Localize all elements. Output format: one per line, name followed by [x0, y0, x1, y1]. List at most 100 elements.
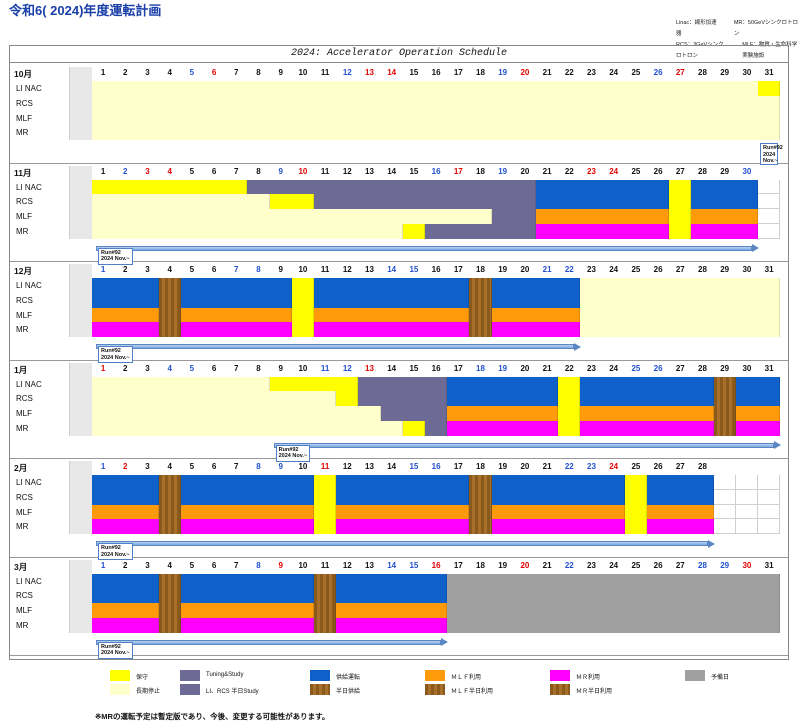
day-number: 26 [653, 166, 663, 176]
schedule-bar-kyoukyu [691, 194, 758, 210]
day-number: 9 [278, 68, 283, 77]
day-number: 20 [520, 462, 530, 471]
run-label-date: 2024 Nov.~ [101, 256, 130, 263]
abbrev-linac: Linac：線形加速器 [676, 20, 717, 37]
day-number: 28 [698, 166, 707, 176]
schedule-bar-hiday_kyoukyu [314, 588, 337, 604]
day-number: 12 [342, 68, 352, 77]
schedule-bar-mr [180, 322, 292, 338]
day-number: 11 [320, 68, 330, 77]
month-separator [10, 359, 788, 361]
day-number: 21 [542, 462, 552, 471]
day-number: 7 [234, 68, 239, 77]
schedule-bar-teishi [92, 81, 781, 96]
day-number: 13 [365, 363, 374, 373]
schedule-bar-mlf [536, 209, 670, 224]
legend-label: ＭＲ利用 [576, 675, 601, 681]
month-label: 2月 [14, 463, 28, 473]
month-grey-column [69, 362, 92, 436]
day-number: 12 [342, 166, 352, 176]
day-number: 9 [278, 560, 283, 570]
schedule-bar-teishi [92, 209, 492, 224]
day-number: 10 [298, 166, 308, 176]
day-number: 18 [476, 560, 485, 570]
schedule-bar-hozen [558, 406, 581, 421]
day-number: 25 [631, 265, 641, 274]
schedule-bar-hiday_kyoukyu [713, 406, 736, 421]
legend-label: 長期停止 [136, 689, 161, 695]
day-number: 14 [387, 363, 397, 373]
day-number: 12 [342, 265, 352, 274]
grid-cell [758, 209, 781, 224]
schedule-bar-mr [691, 223, 758, 239]
day-number: 19 [498, 462, 508, 471]
color-legend: 保守 長期停止 Tuning&Study LI、RCS 半日Study 供給運転 半日供給… [110, 670, 800, 704]
schedule-bar-kyoukyu [580, 376, 714, 392]
day-number: 4 [167, 68, 172, 77]
schedule-bar-teishi [92, 406, 381, 421]
day-number: 12 [342, 363, 352, 373]
day-number: 23 [587, 166, 596, 176]
day-number: 20 [520, 166, 530, 176]
day-number: 8 [256, 462, 261, 471]
legend-swatch [110, 670, 130, 681]
legend-label: ＭＲ半日利用 [576, 689, 613, 695]
day-number: 7 [234, 462, 239, 471]
schedule-bar-hiday_kyoukyu [158, 519, 181, 535]
day-number: 13 [365, 166, 374, 176]
schedule-bar-yobi [447, 603, 781, 618]
grid-cell [758, 194, 781, 210]
run-label-name: Run#92 [101, 348, 121, 355]
schedule-bar-kyoukyu [491, 278, 581, 293]
run-label-date: 2024 Nov.~ [101, 650, 130, 657]
schedule-bar-tuning [425, 420, 448, 436]
day-number: 2 [123, 363, 128, 373]
day-number: 22 [564, 68, 574, 77]
day-number: 31 [764, 363, 774, 373]
grid-cell [758, 489, 781, 505]
schedule-bar-teishi [580, 278, 781, 293]
run-arrow-shaft [96, 639, 442, 645]
day-number: 26 [653, 462, 663, 471]
day-number: 3 [145, 462, 150, 471]
month-label: 1月 [14, 364, 28, 375]
day-number: 5 [189, 166, 195, 176]
day-number: 28 [698, 265, 707, 274]
day-number: 17 [453, 166, 463, 176]
day-number: 3 [145, 166, 150, 176]
legend-swatch [685, 670, 705, 681]
month-separator [10, 162, 788, 164]
schedule-bar-mlf [647, 504, 714, 520]
day-number: 7 [234, 363, 239, 373]
day-number: 25 [631, 462, 641, 471]
day-number: 22 [564, 265, 574, 274]
day-number: 26 [653, 265, 663, 274]
schedule-bar-mr [735, 420, 781, 436]
run-label-date: 2024 Nov.~ [101, 354, 130, 361]
day-number: 31 [764, 68, 774, 77]
schedule-bar-tuning [491, 209, 536, 224]
day-number: 21 [542, 68, 552, 77]
day-number: 25 [631, 166, 641, 176]
schedule-bar-mr [92, 322, 159, 338]
schedule-bar-kyoukyu [314, 292, 470, 308]
month-separator [10, 458, 788, 459]
schedule-bar-kyoukyu [180, 489, 314, 505]
schedule-bar-mr [336, 617, 448, 633]
run-label-name: Run#92 [763, 145, 783, 152]
legend-label: Tuning&Study [206, 672, 244, 678]
run-label-name: Run#92 [101, 545, 121, 552]
schedule-bar-mr [336, 519, 470, 535]
schedule-bar-hozen [291, 278, 314, 293]
legend-label: 供給運転 [336, 675, 361, 681]
day-number: 16 [431, 265, 441, 274]
day-number: 31 [764, 560, 774, 570]
day-number: 23 [587, 560, 596, 570]
day-number: 29 [720, 560, 730, 570]
footnote: ※MRの運転予定は暫定版であり、今後、変更する可能性があります。 [95, 712, 330, 721]
run-arrow-head [707, 539, 715, 548]
day-number: 16 [431, 462, 441, 471]
day-number: 5 [189, 462, 195, 471]
schedule-bar-kyoukyu [491, 475, 625, 490]
month-label: 11月 [14, 167, 32, 178]
